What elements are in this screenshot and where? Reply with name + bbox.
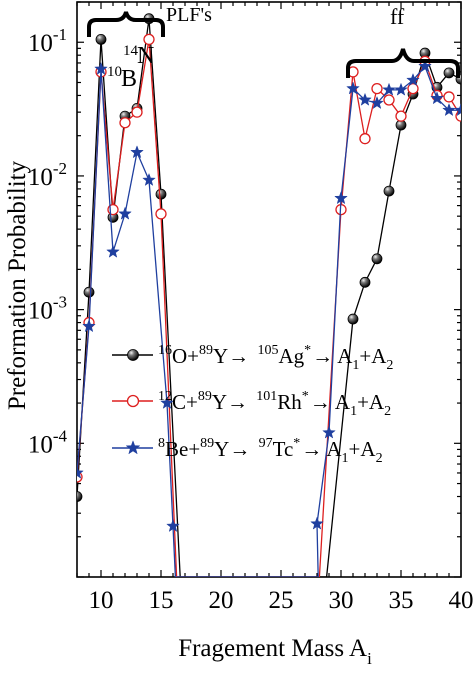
x-axis-label: Fragement Mass Ai xyxy=(178,635,372,668)
data-point xyxy=(94,61,108,75)
data-point xyxy=(155,188,167,200)
data-point xyxy=(310,516,324,530)
legend: 16O+89Y→ 105Ag*→ A1+A2 12C+89Y→ 101Rh*→ A… xyxy=(112,343,393,466)
y-tick-label: 10-2 xyxy=(28,159,67,191)
ff-label: ff xyxy=(390,4,405,29)
data-point xyxy=(106,244,120,258)
series-line xyxy=(77,18,461,577)
data-point xyxy=(77,465,84,479)
x-tick-label: 40 xyxy=(449,587,474,614)
data-point xyxy=(166,518,180,533)
data-point xyxy=(126,394,140,408)
data-point xyxy=(77,491,83,502)
data-point xyxy=(143,33,155,46)
legend-label: 16O+89Y→ 105Ag*→ A1+A2 xyxy=(158,343,393,373)
data-point xyxy=(125,440,141,455)
data-point xyxy=(334,191,348,205)
x-tick-label: 20 xyxy=(209,587,234,614)
data-point xyxy=(395,110,407,122)
series-line xyxy=(77,65,461,577)
series-layer xyxy=(77,13,461,577)
data-point xyxy=(346,81,360,95)
data-point xyxy=(142,172,156,186)
data-point xyxy=(155,208,167,220)
data-point xyxy=(430,91,444,105)
data-point xyxy=(127,349,139,361)
data-point xyxy=(82,319,96,333)
legend-entry-2: 12C+89Y→ 101Rh*→ A1+A2 xyxy=(112,389,391,419)
data-point xyxy=(383,185,395,197)
plf-brace xyxy=(87,11,165,37)
n14-label: N xyxy=(137,43,154,69)
data-point xyxy=(359,133,371,145)
plf-label: PLF's xyxy=(166,4,212,26)
data-point xyxy=(443,91,455,103)
data-point xyxy=(347,313,359,325)
data-point xyxy=(118,206,132,220)
y-tick-label: 10-3 xyxy=(28,293,67,325)
x-tick-label: 35 xyxy=(389,587,414,614)
ff-brace xyxy=(346,48,460,78)
data-point xyxy=(370,95,384,110)
data-point xyxy=(322,425,336,439)
data-point xyxy=(442,103,456,117)
data-point xyxy=(371,253,383,265)
data-point xyxy=(83,286,95,298)
data-point xyxy=(443,67,455,79)
y-tick-label: 10-1 xyxy=(28,25,67,57)
data-point xyxy=(160,395,174,409)
x-tick-label: 25 xyxy=(269,587,294,614)
series-1 xyxy=(77,13,461,577)
n14-label-sup: 14 xyxy=(123,43,139,59)
data-point xyxy=(131,106,143,118)
data-point xyxy=(371,82,383,95)
data-point xyxy=(382,82,396,96)
data-point xyxy=(119,117,131,129)
annotations-layer: PLF's ff 14 N 10 B xyxy=(87,4,460,92)
data-point xyxy=(130,145,144,159)
series-2 xyxy=(77,33,461,577)
data-point xyxy=(406,72,420,87)
legend-label: 8Be+89Y→ 97Tc*→ A1+A2 xyxy=(158,436,383,466)
x-tick-label: 30 xyxy=(329,587,354,614)
data-point xyxy=(394,82,408,96)
data-point xyxy=(359,276,371,288)
data-point xyxy=(358,92,372,106)
legend-entry-1: 16O+89Y→ 105Ag*→ A1+A2 xyxy=(112,343,393,373)
x-tick-label: 10 xyxy=(89,587,114,614)
legend-label: 12C+89Y→ 101Rh*→ A1+A2 xyxy=(158,389,391,419)
data-point xyxy=(418,59,432,73)
b10-label: B xyxy=(121,66,137,92)
series-3 xyxy=(77,59,461,577)
data-point xyxy=(383,94,395,106)
data-point xyxy=(407,82,419,95)
data-point xyxy=(95,34,107,45)
b10-label-sup: 10 xyxy=(107,64,122,80)
data-point xyxy=(454,103,461,117)
legend-entry-3: 8Be+89Y→ 97Tc*→ A1+A2 xyxy=(112,436,383,466)
y-axis-label: Preformation Probability xyxy=(4,160,31,410)
x-tick-label: 15 xyxy=(149,587,174,614)
y-tick-label: 10-4 xyxy=(28,426,68,458)
axes-layer: 10 15 20 25 30 35 40 10-4 10-3 10-2 10-1 Fragement … xyxy=(4,1,474,668)
